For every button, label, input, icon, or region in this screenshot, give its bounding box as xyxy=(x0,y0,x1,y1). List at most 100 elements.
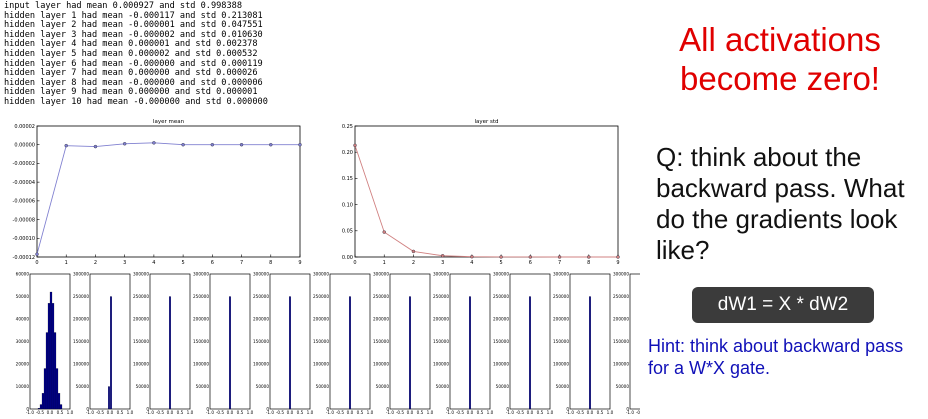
histogram-y-tick-label: 200000 xyxy=(493,317,509,322)
layer-mean-y-tick-label: -0.00010 xyxy=(13,236,35,242)
log-line: hidden layer 10 had mean -0.000000 and s… xyxy=(4,96,268,107)
histogram-x-tick-label: -1.0 xyxy=(206,410,215,415)
histogram-bar xyxy=(39,404,43,410)
histogram-frame xyxy=(629,273,640,410)
histogram-y-tick-label: 150000 xyxy=(553,339,569,344)
histogram-y-tick-label: 300000 xyxy=(493,272,509,277)
histogram-x-tick-label: 1.0 xyxy=(427,410,434,415)
histogram-x-tick-label: -0.5 xyxy=(456,410,465,415)
layer-std-y-tick-label: 0.15 xyxy=(342,176,353,182)
histogram-y-tick-label: 50000 xyxy=(556,384,570,389)
layer-mean-data-point xyxy=(239,143,244,147)
histogram-bar xyxy=(57,393,61,410)
histogram-y-tick-label: 100000 xyxy=(613,362,629,367)
histogram-y-tick-label: 200000 xyxy=(613,317,629,322)
layer-std-data-point xyxy=(470,255,474,259)
histogram-x-tick-label: 1.0 xyxy=(487,410,494,415)
histogram-x-tick-label: -0.5 xyxy=(276,410,285,415)
layer-std-y-tick-label: 0.20 xyxy=(342,150,353,156)
histogram-bar xyxy=(110,296,112,410)
histogram-y-tick-label: 300000 xyxy=(253,272,269,277)
layer-mean-data-point xyxy=(269,143,273,147)
histogram-y-tick-label: 150000 xyxy=(253,339,269,344)
histogram-y-tick-label: 50000 xyxy=(436,384,450,389)
histogram-y-tick-label: 250000 xyxy=(193,294,209,299)
histogram-y-tick-label: 20000 xyxy=(16,362,30,367)
layer-mean-data-point xyxy=(93,144,98,149)
histogram-y-tick-label: 0 xyxy=(26,407,29,412)
histogram-y-tick-label: 100000 xyxy=(253,362,269,367)
histogram-bar xyxy=(37,408,41,410)
histogram-bar xyxy=(349,296,351,410)
gradient-formula: dW1 = X * dW2 xyxy=(692,287,874,323)
layer-std-plot-frame xyxy=(354,125,619,258)
histogram-x-tick-label: 0.5 xyxy=(297,410,304,415)
layer-std-data-point xyxy=(499,255,503,259)
histogram-y-tick-label: 200000 xyxy=(313,317,329,322)
histogram-y-tick-label: 50000 xyxy=(316,384,330,389)
log-line: hidden layer 2 had mean -0.000001 and st… xyxy=(4,20,263,31)
log-line: hidden layer 7 had mean 0.000000 and std… xyxy=(4,68,258,79)
histogram-frame xyxy=(89,273,131,410)
histogram-x-tick-label: 1.0 xyxy=(547,410,554,415)
histogram-bar xyxy=(53,332,57,410)
layer-std-y-tick-label: 0.10 xyxy=(342,202,353,208)
layer-std-x-tick-label: 4 xyxy=(470,260,473,266)
histogram-x-tick-label: 0.0 xyxy=(167,410,174,415)
layer-mean-x-tick-label: 1 xyxy=(65,260,68,266)
histogram-bar xyxy=(41,393,45,410)
histogram-x-tick-label: -1.0 xyxy=(86,410,95,415)
layer-mean-y-tick-label: -0.00004 xyxy=(13,180,35,186)
layer-std-x-tick-label: 6 xyxy=(529,260,532,266)
histogram-x-tick-label: 0.0 xyxy=(467,410,474,415)
histogram-y-tick-label: 0 xyxy=(326,407,329,412)
layer-mean-data-point xyxy=(210,143,215,147)
layer-std-data-point xyxy=(353,143,357,148)
histogram-y-tick-label: 250000 xyxy=(433,294,449,299)
histogram-y-tick-label: 300000 xyxy=(553,272,569,277)
layer-std-y-tick-label: 0.25 xyxy=(342,124,353,130)
histogram-y-tick-label: 0 xyxy=(506,407,509,412)
histogram-y-tick-label: 200000 xyxy=(553,317,569,322)
histogram-y-tick-label: 50000 xyxy=(196,384,210,389)
histogram-x-tick-label: -1.0 xyxy=(446,410,455,415)
log-line: hidden layer 8 had mean -0.000000 and st… xyxy=(4,77,263,88)
histogram-y-tick-label: 250000 xyxy=(313,294,329,299)
histogram-x-tick-label: 0.5 xyxy=(477,410,484,415)
layer-mean-x-tick-label: 9 xyxy=(298,260,301,266)
histogram-x-tick-label: 0.0 xyxy=(107,410,114,415)
histogram-y-tick-label: 50000 xyxy=(76,384,90,389)
layer-std-x-tick-label: 3 xyxy=(441,260,444,266)
layer-std-series-line xyxy=(354,145,619,258)
layer-mean-data-point xyxy=(64,143,68,148)
histogram-bar xyxy=(469,296,471,410)
histogram-y-tick-label: 300000 xyxy=(433,272,449,277)
histogram-x-tick-label: -0.5 xyxy=(96,410,105,415)
histogram-y-tick-label: 100000 xyxy=(433,362,449,367)
layer-mean-x-tick-label: 0 xyxy=(35,260,38,266)
histogram-x-tick-label: 1.0 xyxy=(67,410,74,415)
histogram-y-tick-label: 100000 xyxy=(493,362,509,367)
layer-std-y-tick-label: 0.05 xyxy=(342,229,353,235)
histogram-x-tick-label: 1.0 xyxy=(127,410,134,415)
histogram-x-tick-label: -1.0 xyxy=(266,410,275,415)
histogram-x-tick-label: 0.0 xyxy=(347,410,354,415)
histogram-y-tick-label: 300000 xyxy=(133,272,149,277)
layer-mean-plot-frame xyxy=(36,125,301,258)
histogram-y-tick-label: 250000 xyxy=(133,294,149,299)
log-line: hidden layer 3 had mean -0.000002 and st… xyxy=(4,29,263,40)
histogram-x-tick-label: -1.0 xyxy=(146,410,155,415)
histogram-bar xyxy=(289,296,291,410)
histogram-y-tick-label: 200000 xyxy=(433,317,449,322)
histogram-x-tick-label: 1.0 xyxy=(187,410,194,415)
histogram-x-tick-label: 0.5 xyxy=(57,410,64,415)
histogram-y-tick-label: 0 xyxy=(566,407,569,412)
layer-mean-data-point xyxy=(152,141,156,145)
layer-std-y-tick-label: 0.00 xyxy=(342,255,353,261)
layer-mean-series-line xyxy=(36,142,300,255)
slide-hint: Hint: think about backward pass for a W*… xyxy=(648,336,904,378)
log-line: input layer had mean 0.000927 and std 0.… xyxy=(4,1,242,11)
histogram-y-tick-label: 150000 xyxy=(493,339,509,344)
layer-mean-y-tick-label: -0.00002 xyxy=(13,161,35,167)
